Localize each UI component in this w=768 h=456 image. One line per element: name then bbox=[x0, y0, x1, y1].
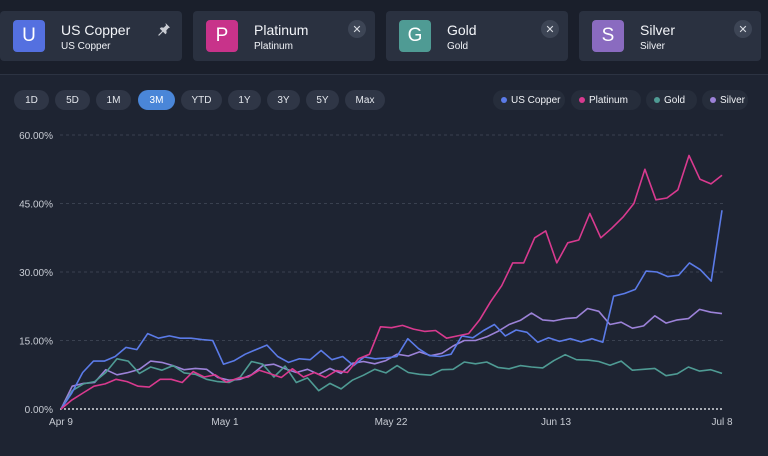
x-tick-label: Apr 9 bbox=[49, 417, 73, 428]
legend-label: Gold bbox=[664, 94, 686, 106]
legend-swatch bbox=[501, 97, 507, 103]
instrument-name: Platinum bbox=[254, 22, 309, 38]
instrument-badge: S bbox=[592, 20, 624, 52]
x-tick-label: May 1 bbox=[211, 417, 239, 428]
legend-swatch bbox=[654, 97, 660, 103]
chart-legend: US Copper Platinum Gold Silver bbox=[0, 90, 768, 110]
legend-swatch bbox=[710, 97, 716, 103]
range-max[interactable]: Max bbox=[345, 90, 385, 110]
x-tick-label: Jun 13 bbox=[541, 417, 571, 428]
range-3m[interactable]: 3M bbox=[138, 90, 175, 110]
legend-label: US Copper bbox=[511, 94, 561, 106]
y-tick-label: 15.00% bbox=[19, 337, 53, 348]
range-1m[interactable]: 1M bbox=[96, 90, 131, 110]
instrument-name: Gold bbox=[447, 22, 477, 38]
series-line-platinum bbox=[60, 154, 723, 410]
close-icon[interactable]: ✕ bbox=[348, 20, 366, 38]
instrument-subtitle: Gold bbox=[447, 41, 469, 52]
series-line-us-copper bbox=[60, 210, 723, 410]
instrument-badge: U bbox=[13, 20, 45, 52]
range-1d[interactable]: 1D bbox=[14, 90, 49, 110]
x-tick-label: Jul 8 bbox=[711, 417, 733, 428]
range-3y[interactable]: 3Y bbox=[267, 90, 300, 110]
legend-swatch bbox=[579, 97, 585, 103]
y-tick-label: 0.00% bbox=[25, 405, 53, 416]
instrument-subtitle: Platinum bbox=[254, 41, 293, 52]
series-line-silver bbox=[60, 307, 723, 410]
instrument-name: Silver bbox=[640, 22, 676, 38]
x-tick-label: May 22 bbox=[375, 417, 408, 428]
y-tick-label: 45.00% bbox=[19, 200, 53, 211]
close-icon[interactable]: ✕ bbox=[734, 20, 752, 38]
y-tick-label: 30.00% bbox=[19, 268, 53, 279]
instrument-card-us-copper[interactable]: U US Copper US Copper bbox=[0, 11, 182, 61]
legend-label: Silver bbox=[720, 94, 746, 106]
pinned-instruments-bar: U US Copper US Copper P Platinum Platinum ✕ G Go… bbox=[0, 0, 768, 70]
legend-item-platinum[interactable]: Platinum bbox=[571, 90, 641, 110]
close-icon[interactable]: ✕ bbox=[541, 20, 559, 38]
range-1y[interactable]: 1Y bbox=[228, 90, 261, 110]
instrument-subtitle: Silver bbox=[640, 41, 666, 52]
instrument-badge: G bbox=[399, 20, 431, 52]
pin-icon[interactable] bbox=[155, 20, 173, 38]
legend-item-gold[interactable]: Gold bbox=[646, 90, 697, 110]
y-tick-label: 60.00% bbox=[19, 131, 53, 142]
comparison-line-chart: 0.00% 15.00% 30.00% 45.00% 60.00% Apr 9 May 1 M… bbox=[19, 131, 733, 428]
range-ytd[interactable]: YTD bbox=[181, 90, 222, 110]
instrument-card-platinum[interactable]: P Platinum Platinum ✕ bbox=[193, 11, 375, 61]
series-line-gold bbox=[60, 353, 723, 410]
instrument-card-gold[interactable]: G Gold Gold ✕ bbox=[386, 11, 568, 61]
range-5y[interactable]: 5Y bbox=[306, 90, 339, 110]
legend-label: Platinum bbox=[589, 94, 628, 106]
chart-panel: 1D 5D 1M 3M YTD 1Y 3Y 5Y Max US Copper Platinum Go… bbox=[0, 74, 768, 456]
instrument-subtitle: US Copper bbox=[61, 41, 111, 52]
legend-item-silver[interactable]: Silver bbox=[702, 90, 748, 110]
legend-item-us-copper[interactable]: US Copper bbox=[493, 90, 565, 110]
instrument-card-silver[interactable]: S Silver Silver ✕ bbox=[579, 11, 761, 61]
instrument-badge: P bbox=[206, 20, 238, 52]
range-5d[interactable]: 5D bbox=[55, 90, 90, 110]
instrument-name: US Copper bbox=[61, 22, 131, 38]
